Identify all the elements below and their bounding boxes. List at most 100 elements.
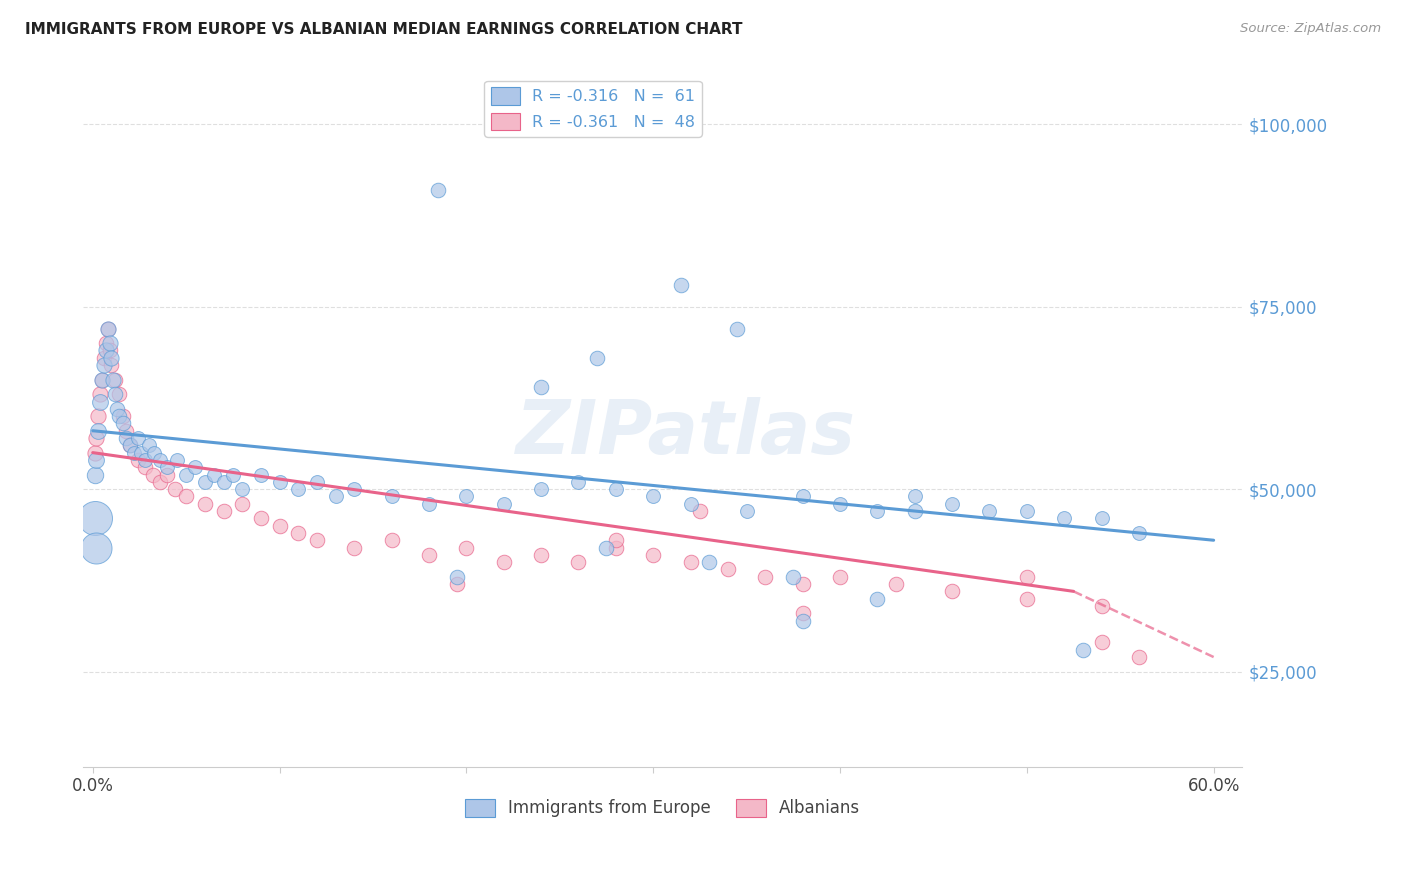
Point bbox=[115, 431, 138, 445]
Point bbox=[446, 570, 468, 584]
Point bbox=[717, 562, 740, 576]
Point bbox=[456, 541, 478, 555]
Point bbox=[828, 497, 851, 511]
Point bbox=[735, 504, 758, 518]
Point bbox=[83, 445, 105, 459]
Point bbox=[884, 577, 907, 591]
Point bbox=[231, 482, 253, 496]
Point bbox=[381, 490, 404, 504]
Point bbox=[1071, 642, 1094, 657]
Point bbox=[866, 504, 889, 518]
Point bbox=[427, 183, 450, 197]
Point bbox=[492, 555, 515, 569]
Point bbox=[100, 358, 122, 372]
Point bbox=[1090, 635, 1112, 649]
Point bbox=[1090, 511, 1112, 525]
Point bbox=[156, 467, 179, 482]
Point bbox=[605, 533, 627, 548]
Point bbox=[679, 497, 702, 511]
Point bbox=[754, 570, 776, 584]
Point bbox=[792, 490, 814, 504]
Point bbox=[93, 351, 115, 365]
Point bbox=[115, 424, 138, 438]
Point bbox=[100, 351, 122, 365]
Point bbox=[174, 467, 197, 482]
Point bbox=[287, 525, 309, 540]
Point bbox=[689, 504, 711, 518]
Point bbox=[87, 409, 110, 424]
Point bbox=[120, 438, 142, 452]
Point bbox=[792, 577, 814, 591]
Point bbox=[98, 343, 121, 358]
Point bbox=[86, 431, 108, 445]
Point bbox=[134, 460, 156, 475]
Point bbox=[91, 373, 114, 387]
Point bbox=[305, 533, 328, 548]
Point bbox=[94, 336, 117, 351]
Point bbox=[212, 504, 235, 518]
Point bbox=[97, 321, 120, 335]
Point bbox=[679, 555, 702, 569]
Point bbox=[1015, 591, 1038, 606]
Point bbox=[456, 490, 478, 504]
Point bbox=[325, 490, 347, 504]
Point bbox=[212, 475, 235, 489]
Point bbox=[941, 584, 963, 599]
Point bbox=[231, 497, 253, 511]
Point bbox=[782, 570, 804, 584]
Point bbox=[163, 482, 186, 496]
Point bbox=[792, 606, 814, 620]
Point bbox=[104, 373, 127, 387]
Point bbox=[725, 321, 748, 335]
Point bbox=[86, 453, 108, 467]
Point bbox=[605, 541, 627, 555]
Point bbox=[643, 490, 665, 504]
Point bbox=[97, 321, 120, 335]
Point bbox=[567, 475, 589, 489]
Point bbox=[492, 497, 515, 511]
Point bbox=[586, 351, 609, 365]
Point bbox=[127, 453, 149, 467]
Point bbox=[269, 475, 291, 489]
Point bbox=[143, 445, 166, 459]
Point bbox=[671, 277, 693, 292]
Point bbox=[446, 577, 468, 591]
Point bbox=[941, 497, 963, 511]
Point bbox=[269, 518, 291, 533]
Point bbox=[156, 460, 179, 475]
Point bbox=[83, 467, 105, 482]
Point bbox=[287, 482, 309, 496]
Point bbox=[1128, 650, 1150, 665]
Point bbox=[194, 475, 217, 489]
Point bbox=[904, 490, 927, 504]
Point bbox=[108, 409, 131, 424]
Point bbox=[1053, 511, 1076, 525]
Point bbox=[134, 453, 156, 467]
Point bbox=[418, 548, 440, 562]
Point bbox=[194, 497, 217, 511]
Point bbox=[141, 467, 163, 482]
Point bbox=[979, 504, 1001, 518]
Point bbox=[595, 541, 617, 555]
Point bbox=[89, 394, 111, 409]
Point bbox=[131, 445, 153, 459]
Point bbox=[111, 409, 134, 424]
Point bbox=[138, 438, 160, 452]
Point bbox=[83, 511, 105, 525]
Point bbox=[250, 467, 273, 482]
Point bbox=[149, 475, 172, 489]
Point bbox=[605, 482, 627, 496]
Text: IMMIGRANTS FROM EUROPE VS ALBANIAN MEDIAN EARNINGS CORRELATION CHART: IMMIGRANTS FROM EUROPE VS ALBANIAN MEDIA… bbox=[25, 22, 742, 37]
Point bbox=[1090, 599, 1112, 613]
Point bbox=[120, 438, 142, 452]
Point bbox=[697, 555, 720, 569]
Point bbox=[1015, 570, 1038, 584]
Point bbox=[250, 511, 273, 525]
Point bbox=[530, 482, 553, 496]
Point bbox=[184, 460, 207, 475]
Point bbox=[343, 482, 366, 496]
Point bbox=[222, 467, 245, 482]
Point bbox=[127, 431, 149, 445]
Text: ZIPatlas: ZIPatlas bbox=[516, 397, 856, 470]
Point bbox=[418, 497, 440, 511]
